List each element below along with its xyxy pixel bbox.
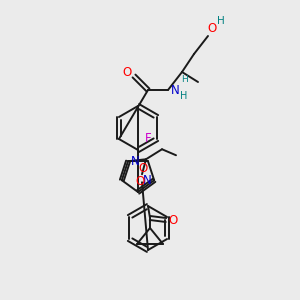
Text: O: O	[168, 214, 178, 226]
Text: F: F	[145, 133, 152, 146]
Text: N: N	[143, 174, 152, 187]
Text: O: O	[207, 22, 217, 34]
Text: H: H	[180, 91, 188, 101]
Text: N: N	[130, 155, 140, 168]
Text: H: H	[217, 16, 225, 26]
Text: O: O	[122, 65, 132, 79]
Text: O: O	[138, 162, 148, 175]
Text: N: N	[171, 83, 179, 97]
Text: H: H	[181, 76, 188, 85]
Text: O: O	[135, 175, 145, 188]
